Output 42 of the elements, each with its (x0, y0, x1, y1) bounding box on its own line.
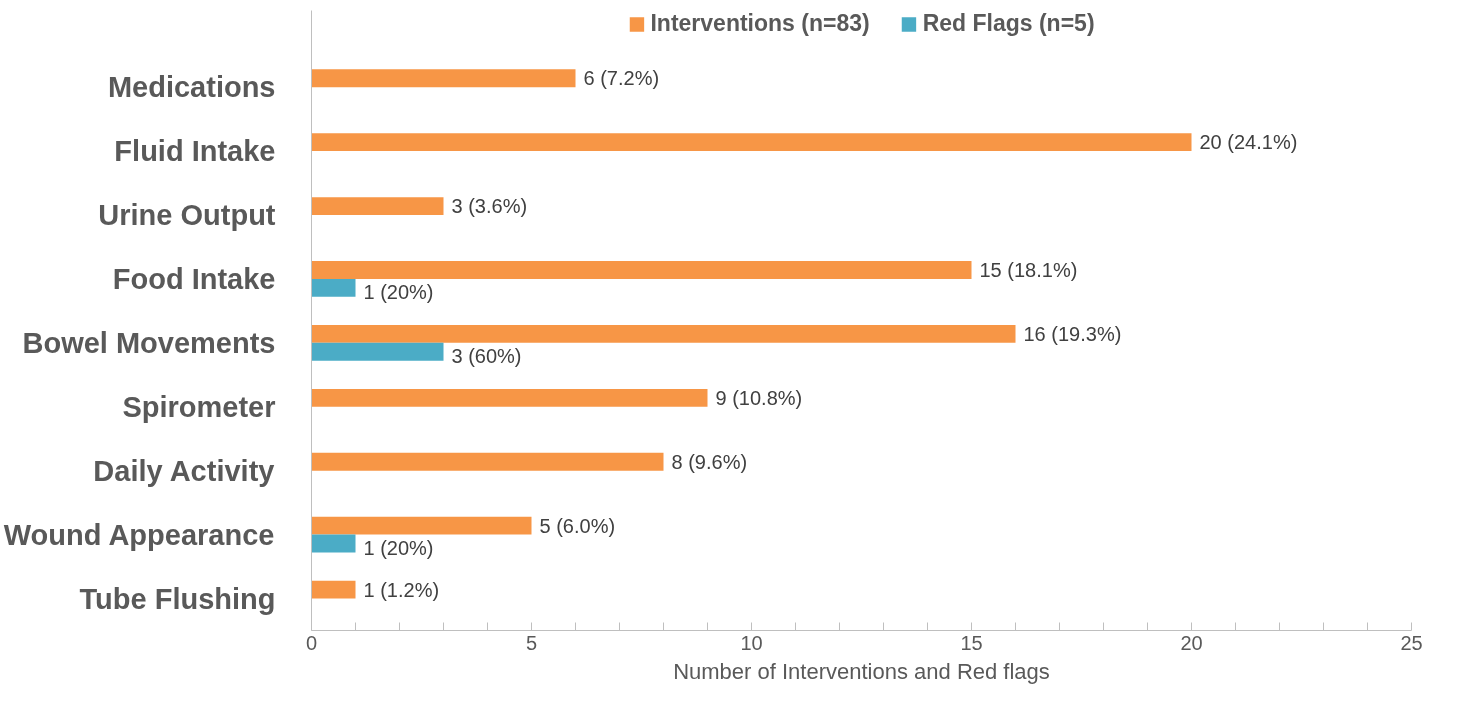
y-tick-label: Wound Appearance (3, 518, 275, 551)
x-tick-label: 25 (1400, 631, 1423, 654)
data-label: 16 (19.3%) (1023, 322, 1122, 345)
bar (311, 342, 444, 361)
legend-label: Interventions (n=83) (650, 10, 870, 37)
data-label: 20 (24.1%) (1199, 131, 1298, 154)
bar (311, 133, 1192, 152)
bar (311, 452, 664, 471)
y-tick-label: Fluid Intake (114, 135, 276, 168)
data-label: 5 (6.0%) (539, 514, 616, 537)
y-tick-label: Daily Activity (93, 454, 275, 487)
data-label: 1 (20%) (363, 280, 434, 303)
x-tick-label: 0 (305, 631, 318, 654)
y-tick-label: Bowel Movements (22, 326, 276, 359)
legend-label: Red Flags (n=5) (922, 10, 1095, 37)
x-tick-label: 15 (960, 631, 983, 654)
bar (311, 261, 972, 279)
bar (311, 197, 444, 216)
x-axis-title: Number of Interventions and Red flags (673, 658, 1050, 684)
data-label: 3 (60%) (451, 344, 522, 367)
bar (311, 534, 356, 553)
y-tick-label: Urine Output (98, 199, 276, 232)
data-label: 1 (1.2%) (363, 578, 440, 601)
bar (311, 388, 708, 407)
y-tick-label: Food Intake (112, 262, 276, 295)
data-label: 15 (18.1%) (979, 259, 1078, 282)
x-tick-label: 20 (1180, 631, 1203, 654)
x-tick-label: 10 (740, 631, 763, 654)
bar (311, 278, 356, 297)
bar (311, 324, 1016, 343)
data-label: 3 (3.6%) (451, 195, 528, 218)
bar (311, 69, 576, 88)
data-label: 8 (9.6%) (671, 450, 748, 473)
y-tick-label: Medications (107, 71, 276, 104)
data-label: 1 (20%) (363, 536, 434, 559)
bar (311, 580, 356, 599)
data-label: 9 (10.8%) (715, 386, 803, 409)
x-tick-label: 5 (525, 631, 538, 654)
data-label: 6 (7.2%) (583, 67, 660, 90)
y-tick-label: Spirometer (122, 390, 276, 423)
bar (311, 516, 532, 535)
y-tick-label: Tube Flushing (79, 582, 276, 615)
